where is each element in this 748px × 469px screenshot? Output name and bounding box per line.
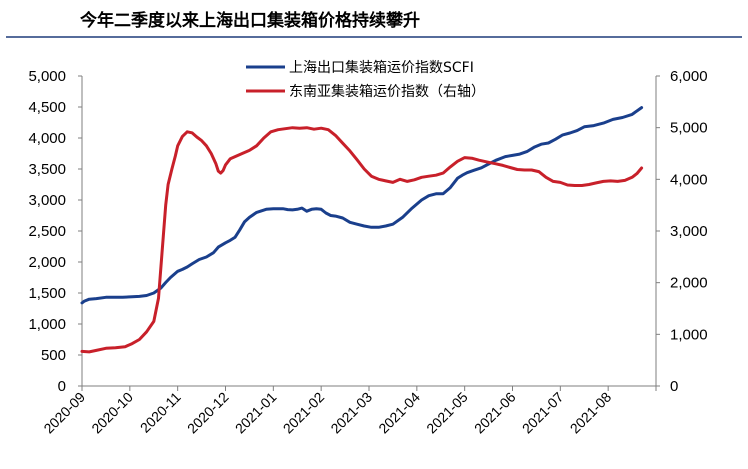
legend: 上海出口集装箱运价指数SCFI 东南亚集装箱运价指数（右轴） xyxy=(246,59,485,100)
x-ticks: 2020-09 2020-10 2020-11 2020-12 2021-01 2021-… xyxy=(40,386,657,437)
x-tick-label: 2020-09 xyxy=(40,389,88,437)
x-tick-label: 2021-06 xyxy=(471,389,519,437)
legend-label-southeast-asia: 东南亚集装箱运价指数（右轴） xyxy=(289,83,485,100)
right-tick-label: 5,000 xyxy=(670,120,708,137)
x-tick-label: 2021-03 xyxy=(327,389,375,437)
right-y-ticks: 0 1,000 2,000 3,000 4,000 5,000 6,000 xyxy=(656,68,708,395)
right-tick-label: 2,000 xyxy=(670,275,708,292)
left-tick-label: 2,500 xyxy=(28,223,66,240)
left-tick-label: 5,000 xyxy=(28,68,66,85)
x-tick-label: 2021-07 xyxy=(519,389,567,437)
left-tick-label: 3,500 xyxy=(28,161,66,178)
series-line-southeast-asia xyxy=(80,126,644,354)
left-tick-label: 4,000 xyxy=(28,130,66,147)
x-tick-label: 2020-11 xyxy=(137,389,184,436)
chart-title: 今年二季度以来上海出口集装箱价格持续攀升 xyxy=(80,10,420,31)
left-tick-label: 1,000 xyxy=(28,316,66,333)
x-tick-label: 2021-04 xyxy=(375,389,423,437)
left-tick-label: 1,500 xyxy=(28,285,66,302)
series-line-scfi xyxy=(80,106,644,305)
right-tick-label: 4,000 xyxy=(670,171,708,188)
x-tick-label: 2020-12 xyxy=(184,389,232,437)
left-tick-label: 4,500 xyxy=(28,99,66,116)
left-tick-label: 3,000 xyxy=(28,192,66,209)
left-tick-label: 0 xyxy=(58,378,66,395)
right-tick-label: 6,000 xyxy=(670,68,708,85)
right-tick-label: 1,000 xyxy=(670,326,708,343)
x-tick-label: 2021-01 xyxy=(232,389,280,437)
right-tick-label: 3,000 xyxy=(670,223,708,240)
x-tick-label: 2021-02 xyxy=(280,389,328,437)
left-y-ticks: 0 500 1,000 1,500 2,000 2,500 3,000 3,500 4,000 4… xyxy=(28,68,82,395)
x-tick-label: 2021-05 xyxy=(423,389,471,437)
legend-label-scfi: 上海出口集装箱运价指数SCFI xyxy=(289,59,474,76)
left-tick-label: 500 xyxy=(41,347,66,364)
right-tick-label: 0 xyxy=(670,378,678,395)
x-tick-label: 2020-10 xyxy=(88,389,136,437)
x-tick-label: 2021-08 xyxy=(567,389,615,437)
left-tick-label: 2,000 xyxy=(28,254,66,271)
